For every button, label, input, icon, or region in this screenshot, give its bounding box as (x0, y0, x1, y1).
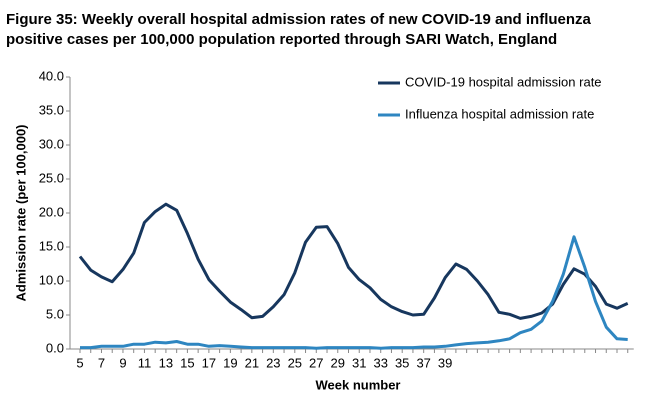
y-tick-label: 25.0 (39, 170, 64, 185)
x-axis-title: Week number (315, 377, 400, 392)
y-tick-label: 15.0 (39, 238, 64, 253)
x-tick-label: 37 (416, 355, 430, 370)
legend-label: Influenza hospital admission rate (405, 106, 594, 121)
x-tick-label: 23 (266, 355, 280, 370)
x-tick-label: 11 (138, 355, 152, 370)
y-tick-label: 10.0 (39, 272, 64, 287)
x-tick-label: 31 (352, 355, 366, 370)
x-tick-label: 33 (373, 355, 387, 370)
x-tick-label: 7 (98, 355, 105, 370)
y-tick-label: 35.0 (39, 102, 64, 117)
x-tick-label: 29 (331, 355, 345, 370)
x-tick-label: 13 (159, 355, 173, 370)
x-tick-label: 35 (395, 355, 409, 370)
x-tick-label: 15 (180, 355, 194, 370)
chart-title: positive cases per 100,000 population re… (6, 31, 557, 48)
line-series (78, 202, 629, 320)
y-axis-title: Admission rate (per 100,000) (13, 124, 28, 301)
x-tick-label: 25 (288, 355, 302, 370)
x-tick-label: 17 (202, 355, 216, 370)
legend-label: COVID-19 hospital admission rate (405, 74, 602, 89)
y-tick-label: 0.0 (46, 340, 64, 355)
y-tick-label: 30.0 (39, 136, 64, 151)
line-series (80, 235, 628, 350)
x-tick-label: 27 (309, 355, 323, 370)
y-tick-label: 5.0 (46, 306, 64, 321)
x-tick-label: 39 (438, 355, 452, 370)
x-tick-label: 21 (245, 355, 259, 370)
y-tick-label: 40.0 (39, 68, 64, 83)
x-tick-label: 9 (119, 355, 126, 370)
y-tick-label: 20.0 (39, 204, 64, 219)
x-tick-label: 5 (76, 355, 83, 370)
x-tick-label: 19 (223, 355, 237, 370)
chart-title: Figure 35: Weekly overall hospital admis… (6, 11, 592, 28)
